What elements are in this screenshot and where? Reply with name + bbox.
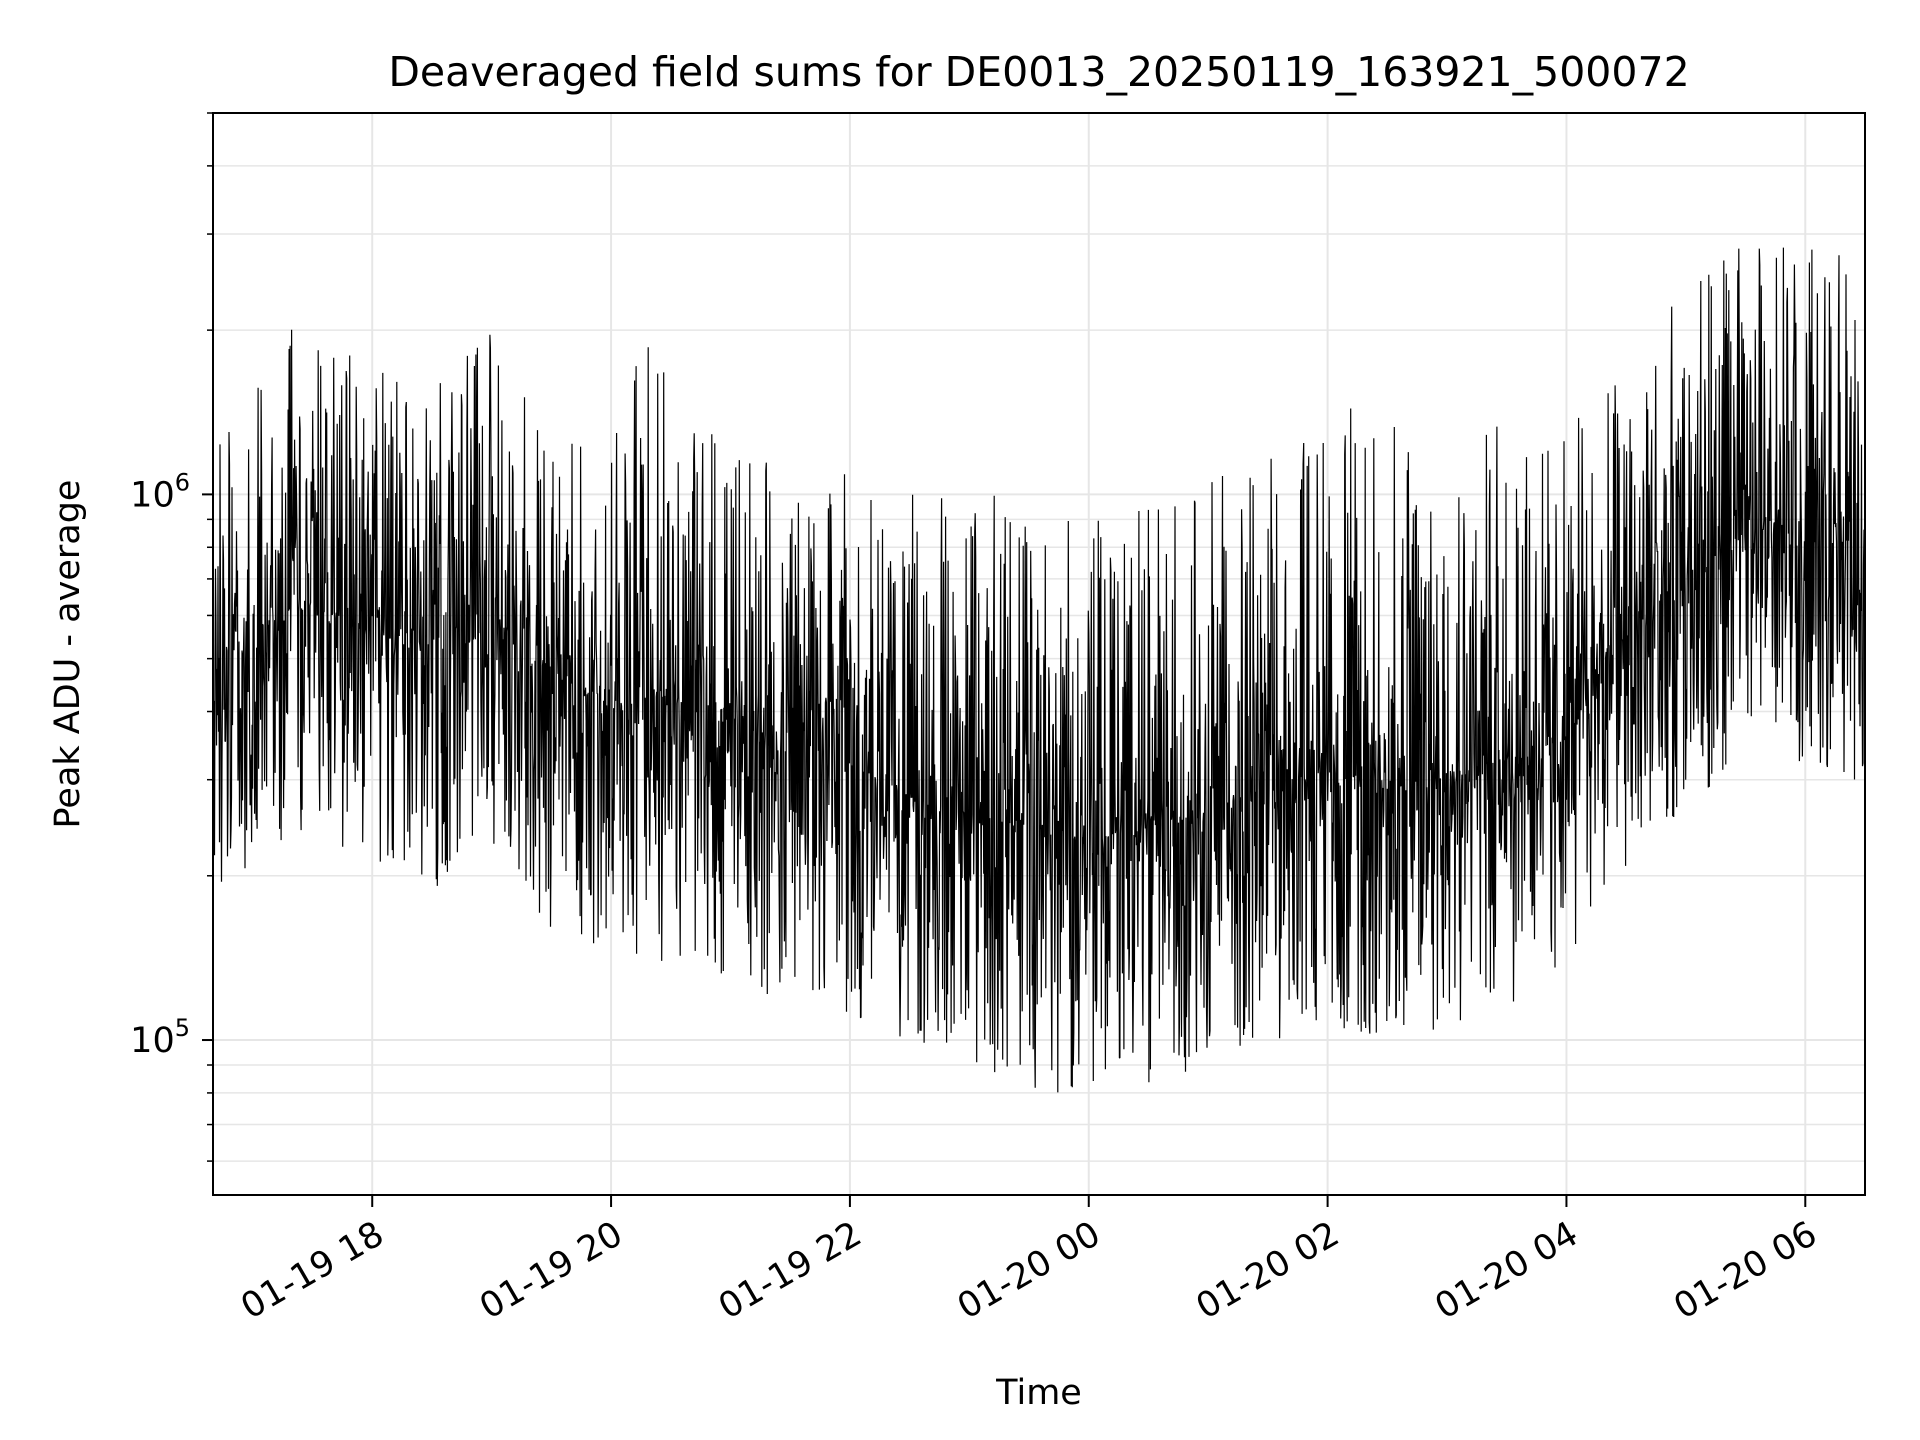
y-axis-label: Peak ADU - average: [48, 480, 88, 829]
y-tick-label: 105: [130, 1014, 190, 1061]
y-tick-label: 106: [130, 468, 190, 515]
chart-title: Deaveraged field sums for DE0013_2025011…: [388, 48, 1689, 96]
series-line: [212, 247, 1866, 1093]
plot-area: [212, 247, 1866, 1093]
plot-frame: [212, 112, 1866, 1196]
x-axis-label: Time: [995, 1373, 1082, 1413]
